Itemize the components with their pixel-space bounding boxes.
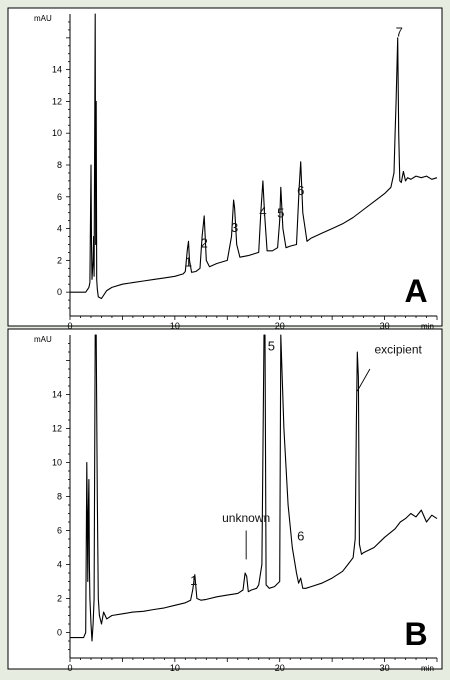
panel-a-background <box>7 7 443 327</box>
y-tick-label: 14 <box>52 65 62 75</box>
x-tick-label: 0 <box>67 321 72 331</box>
y-axis-label: mAU <box>34 14 52 23</box>
peak-label: excipient <box>375 343 423 357</box>
y-tick-label: 10 <box>52 128 62 138</box>
y-tick-label: 8 <box>57 492 62 502</box>
peak-label: unknown <box>222 511 270 525</box>
y-tick-label: 14 <box>52 390 62 400</box>
panel-b-background <box>7 328 443 670</box>
x-axis-label: min <box>421 322 434 331</box>
x-axis-label: min <box>421 664 434 673</box>
x-tick-label: 0 <box>67 663 72 673</box>
annotation-leader-line <box>356 368 371 392</box>
chromatogram-trace <box>70 13 438 300</box>
peak-label: 6 <box>297 529 304 544</box>
y-tick-label: 12 <box>52 424 62 434</box>
x-tick-label: 20 <box>275 663 285 673</box>
peak-label: 2 <box>201 236 208 251</box>
y-tick-label: 2 <box>57 255 62 265</box>
x-tick-label: 20 <box>275 321 285 331</box>
y-tick-label: 4 <box>57 560 62 570</box>
y-tick-label: 6 <box>57 192 62 202</box>
peak-label: 4 <box>259 204 266 219</box>
y-tick-label: 0 <box>57 287 62 297</box>
panel-b: 0 2 4 6 8 10 12 14 0 10 20 30 mAU min 1 unknown 5 6 excipi… <box>34 334 438 673</box>
x-tick-label: 10 <box>170 663 180 673</box>
y-tick-label: 4 <box>57 224 62 234</box>
peak-label: 5 <box>268 338 275 353</box>
peak-label: 6 <box>297 183 304 198</box>
y-tick-label: 8 <box>57 160 62 170</box>
peak-label: 5 <box>277 205 284 220</box>
x-tick-label: 30 <box>380 663 390 673</box>
panel-letter: A <box>404 273 427 309</box>
peak-label: 1 <box>185 255 192 270</box>
peak-label: 3 <box>231 220 238 235</box>
y-tick-label: 0 <box>57 628 62 638</box>
y-axis-label: mAU <box>34 335 52 344</box>
peak-label: 1 <box>190 573 197 588</box>
y-tick-label: 12 <box>52 96 62 106</box>
x-tick-label: 30 <box>380 321 390 331</box>
x-tick-label: 10 <box>170 321 180 331</box>
panel-letter: B <box>404 616 427 652</box>
y-tick-label: 10 <box>52 458 62 468</box>
y-tick-label: 2 <box>57 594 62 604</box>
chromatogram-trace <box>70 334 438 642</box>
y-tick-label: 6 <box>57 526 62 536</box>
peak-label: 7 <box>396 24 403 39</box>
